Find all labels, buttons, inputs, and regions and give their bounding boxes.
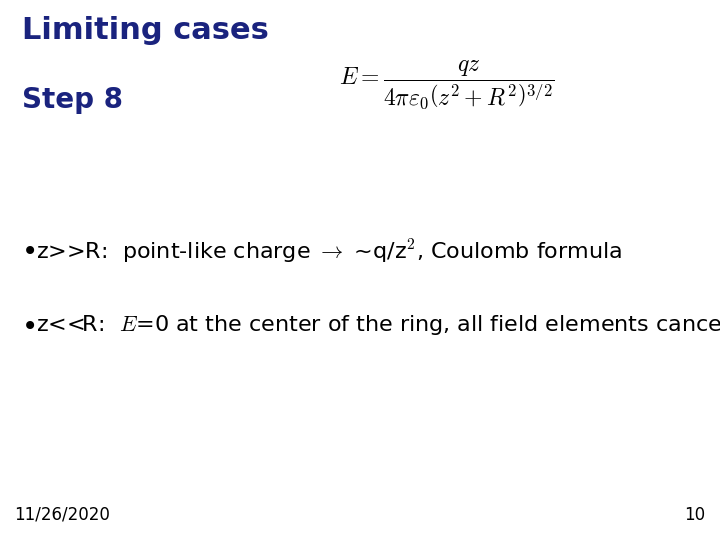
Text: •: • <box>22 238 38 266</box>
Text: z>>R:  point-like charge $\rightarrow$ ~q/z$^2$, Coulomb formula: z>>R: point-like charge $\rightarrow$ ~q… <box>36 238 622 266</box>
Text: 11/26/2020: 11/26/2020 <box>14 506 110 524</box>
Text: Step 8: Step 8 <box>22 86 122 114</box>
Text: 10: 10 <box>685 506 706 524</box>
Text: z<<R:  $\mathit{E}$=0 at the center of the ring, all field elements cancel.: z<<R: $\mathit{E}$=0 at the center of th… <box>36 313 720 337</box>
Text: $E = \dfrac{qz}{4\pi\varepsilon_0\left(z^2+R^2\right)^{3/2}}$: $E = \dfrac{qz}{4\pi\varepsilon_0\left(z… <box>338 59 554 112</box>
Text: •: • <box>22 313 38 341</box>
Text: Limiting cases: Limiting cases <box>22 16 269 45</box>
